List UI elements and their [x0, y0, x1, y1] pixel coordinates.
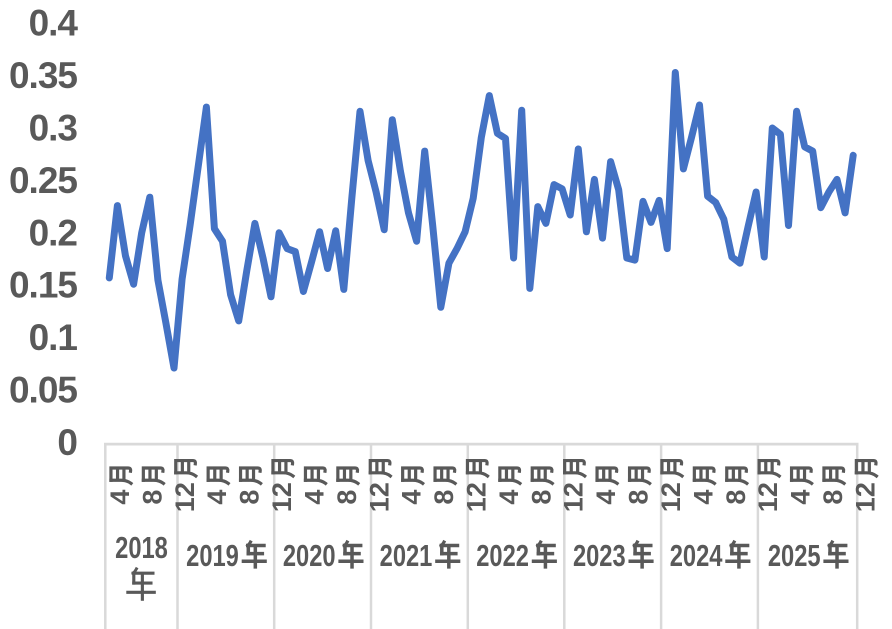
svg-text:8: 8 [721, 490, 751, 505]
svg-text:12: 12 [462, 482, 492, 512]
svg-text:0.1: 0.1 [29, 317, 78, 358]
svg-text:12: 12 [559, 482, 589, 512]
svg-text:4: 4 [688, 490, 718, 505]
svg-text:0.25: 0.25 [9, 160, 77, 201]
svg-text:2024: 2024 [670, 538, 723, 573]
svg-text:12: 12 [850, 482, 880, 512]
svg-text:0: 0 [57, 422, 77, 463]
svg-text:0.2: 0.2 [29, 212, 78, 253]
svg-text:0.35: 0.35 [9, 55, 77, 96]
svg-text:12: 12 [364, 482, 394, 512]
svg-text:8: 8 [332, 490, 362, 505]
svg-text:8: 8 [624, 490, 654, 505]
svg-text:2018: 2018 [115, 530, 168, 565]
svg-text:2020: 2020 [283, 538, 336, 573]
svg-text:4: 4 [591, 490, 621, 505]
svg-text:2019: 2019 [186, 538, 239, 573]
svg-text:8: 8 [818, 490, 848, 505]
svg-text:12: 12 [170, 482, 200, 512]
svg-text:4: 4 [300, 490, 330, 505]
svg-text:8: 8 [526, 490, 556, 505]
svg-text:0.15: 0.15 [9, 265, 77, 306]
svg-text:2021: 2021 [380, 538, 433, 573]
svg-text:12: 12 [656, 482, 686, 512]
svg-text:8: 8 [235, 490, 265, 505]
svg-text:12: 12 [753, 482, 783, 512]
svg-text:8: 8 [429, 490, 459, 505]
svg-text:2025: 2025 [768, 538, 821, 573]
svg-text:0.3: 0.3 [29, 108, 78, 149]
svg-text:4: 4 [494, 490, 524, 505]
svg-text:4: 4 [786, 490, 816, 505]
svg-text:0.05: 0.05 [9, 370, 77, 411]
svg-text:4: 4 [202, 490, 232, 505]
svg-text:2022: 2022 [476, 538, 529, 573]
svg-text:0.4: 0.4 [29, 3, 79, 44]
svg-text:4: 4 [397, 490, 427, 505]
svg-text:2023: 2023 [573, 538, 626, 573]
svg-text:12: 12 [267, 482, 297, 512]
svg-text:4: 4 [105, 490, 135, 505]
svg-text:8: 8 [137, 490, 167, 505]
